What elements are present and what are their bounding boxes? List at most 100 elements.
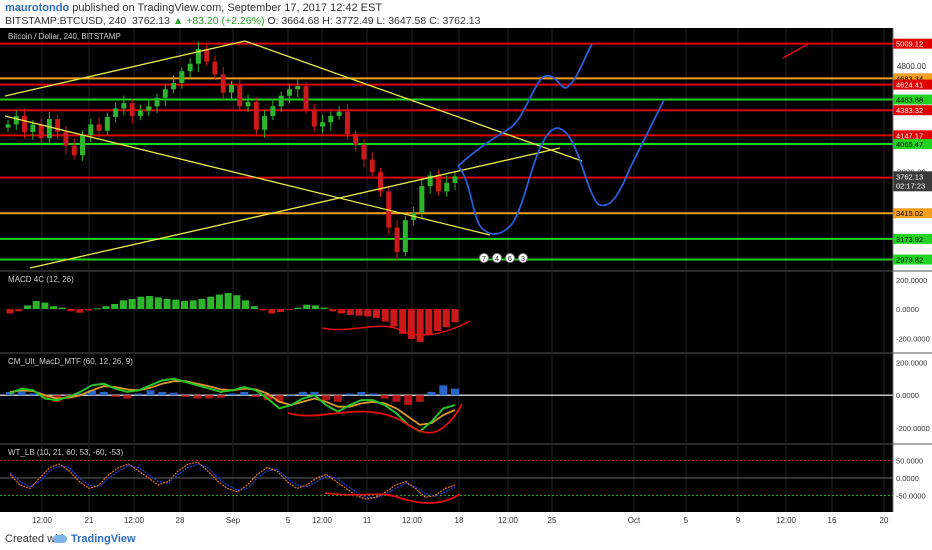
candle-body — [179, 71, 185, 83]
cm-histogram-bar — [99, 391, 108, 396]
candle-body — [146, 106, 152, 111]
cm-histogram-bar — [310, 391, 319, 396]
symbol-line: BITSTAMP:BTCUSD, 240 3762.13 ▲ +83.20 (+… — [5, 15, 480, 27]
price-level-tag — [893, 79, 932, 90]
cm-histogram-bar — [392, 395, 401, 402]
cm-histogram-bar — [357, 391, 366, 396]
tradingview-brand[interactable]: TradingView — [71, 533, 136, 545]
candle-body — [245, 102, 251, 107]
cm-histogram-bar — [158, 391, 167, 396]
published-text: published on TradingView.com, September … — [72, 2, 383, 14]
trendline — [244, 40, 583, 162]
macd4c-bar — [346, 309, 354, 315]
candle-body — [237, 85, 243, 107]
candle-body — [328, 115, 334, 123]
price-level-tag — [893, 130, 932, 141]
price-level-label: 4683.34 — [896, 74, 923, 83]
current-price-tag — [893, 171, 932, 192]
candle-body — [253, 102, 259, 130]
ohlc-values: O: 3664.68 H: 3772.49 L: 3647.58 C: 3762… — [267, 15, 481, 27]
x-tick-label: 11 — [363, 516, 372, 525]
candle-body — [104, 116, 110, 131]
event-marker-icon — [492, 253, 502, 263]
price-level-label: 4065.47 — [896, 140, 923, 149]
candle-body — [96, 124, 102, 131]
macd4c-bar — [128, 298, 136, 310]
macd4c-bar — [215, 294, 223, 310]
x-tick-label: 5 — [684, 516, 689, 525]
candle-body — [171, 82, 177, 90]
chart-header: maurotondo published on TradingView.com,… — [0, 0, 932, 28]
macd4c-bar — [154, 297, 162, 310]
macd4c-bar — [303, 304, 311, 310]
candle-body — [30, 124, 36, 132]
candle-body — [303, 86, 309, 110]
macd4c-bar — [189, 300, 197, 310]
cm-histogram-bar — [415, 395, 424, 402]
main-pane-title: Bitcoin / Dollar, 240, BITSTAMP — [8, 32, 121, 41]
trendline — [29, 147, 561, 269]
cm-macd-line — [9, 377, 456, 433]
macd4c-bar — [119, 300, 127, 310]
macd4c-bar — [6, 309, 14, 314]
candle-body — [5, 124, 11, 128]
macd4c-bar — [372, 309, 380, 318]
price-level-tag — [893, 139, 932, 150]
projection-path-2 — [457, 43, 593, 167]
y-tick-label: 200.0000 — [896, 276, 927, 285]
candle-body — [419, 186, 425, 213]
candle-body — [229, 85, 234, 93]
candle-body — [353, 133, 359, 145]
cm-histogram-bar — [298, 391, 307, 396]
macd4c-bar — [268, 309, 276, 314]
price-level-tag — [893, 105, 932, 116]
cm-histogram-bar — [380, 395, 389, 399]
chart-background — [0, 28, 932, 528]
x-tick-label: 25 — [548, 516, 557, 525]
candle-body — [361, 144, 367, 160]
y-tick-label: 0.0000 — [896, 305, 919, 314]
macd4c-bar — [181, 301, 189, 310]
macd4c-bar — [381, 309, 389, 322]
x-tick-label: 9 — [736, 516, 741, 525]
price-level-label: 5009.12 — [896, 40, 923, 49]
y-tick-label: 0.0000 — [896, 474, 919, 483]
cm-histogram-bar — [17, 390, 26, 396]
publish-line: maurotondo published on TradingView.com,… — [5, 2, 382, 14]
x-tick-label: 16 — [828, 516, 837, 525]
candle-body — [187, 63, 193, 72]
y-tick-label: 0.0000 — [896, 391, 919, 400]
cm-histogram-bar — [251, 395, 260, 397]
wt2-line — [9, 463, 456, 499]
event-marker-label: 6 — [508, 256, 512, 263]
x-tick-label: Oct — [628, 516, 641, 525]
macd4c-bar — [338, 309, 346, 314]
x-tick-label: 12:00 — [776, 516, 797, 525]
candle-body — [402, 220, 408, 253]
macd4c-bar — [111, 303, 119, 310]
price-level-label: 4624.41 — [896, 81, 923, 90]
candle-body — [154, 97, 160, 107]
macd4c-bar — [294, 307, 302, 310]
x-tick-label: 5 — [286, 516, 291, 525]
candle-body — [220, 74, 226, 93]
candle-body — [137, 110, 143, 116]
author-link[interactable]: maurotondo — [5, 2, 70, 14]
price-level-label: 4147.17 — [896, 131, 923, 140]
macd4c-bar — [320, 307, 328, 310]
candle-body — [295, 86, 301, 90]
y-tick-label: 4800.00 — [897, 62, 926, 71]
wt1-line — [9, 461, 456, 500]
cm-histogram-bar — [333, 395, 342, 402]
candle-body — [80, 135, 85, 156]
price-level-label: 3415.02 — [896, 209, 923, 218]
y-tick-label: 200.0000 — [896, 358, 927, 367]
macd4c-bar — [23, 305, 31, 310]
cm-histogram-bar — [134, 393, 143, 396]
macd-divergence-curve — [321, 320, 471, 336]
macd4c-bar — [451, 309, 459, 323]
chart-canvas[interactable]: 12:00 21 12:00 28 Sep 5 12:00 11 12:00 18 12:00 25 O… — [0, 28, 932, 528]
cm-histogram-bar — [123, 395, 132, 399]
price-level-tag — [893, 254, 932, 265]
macd4c-bar — [364, 309, 372, 317]
